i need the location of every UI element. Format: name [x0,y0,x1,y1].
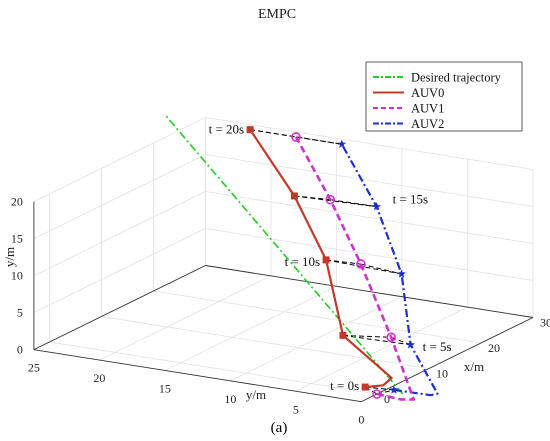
axis-line [205,265,534,318]
axis-line [33,349,362,403]
grid-line [49,341,378,395]
tick-label: 0 [17,343,23,357]
tick-label: 0 [384,392,390,406]
tick-label: 15 [11,232,23,246]
formation-line [360,263,402,275]
auv0-marker [339,331,347,339]
grid-line [205,228,534,281]
tick-label: 20 [488,341,500,355]
series-line-auv1 [294,136,415,401]
legend-box [365,61,523,132]
formation-line [326,259,361,265]
auv2-marker [397,269,406,278]
time-label: t = 15s [393,192,429,207]
grid-line [205,154,534,207]
formation-line [342,334,392,338]
chart-title: EMPC [258,7,296,22]
tick-label: 20 [93,371,105,385]
grid-line [153,290,482,344]
grid-line [33,228,206,314]
legend-label: AUV1 [411,102,444,116]
time-label: t = 5s [423,339,452,354]
auv2-marker [389,385,399,394]
grid-line [164,285,337,371]
figure-caption: (a) [271,420,288,436]
tick-label: 5 [293,402,299,416]
tick-label: 0 [358,413,364,427]
tick-label: 10 [11,269,23,283]
grid-line [295,306,468,392]
grid-line [205,117,534,170]
auv0-marker [361,383,369,391]
axis-ticks: 0 10 20 30 0 5 10 15 20 25 0 5 10 15 20 [11,195,550,427]
position-markers [246,126,415,399]
tick-label: 15 [159,381,171,395]
grid-line [205,191,534,244]
time-label: t = 20s [209,122,245,137]
tick-label: 25 [28,361,40,375]
x-axis-label: x/m [464,359,484,374]
axis-line [33,265,206,351]
auv2-marker [406,340,415,349]
time-label: t = 0s [330,378,359,393]
grid-line [33,191,206,277]
axis-grid [33,117,534,403]
axis-line [361,317,534,403]
auv1-marker [386,332,396,343]
auv1-marker [325,194,336,205]
tick-label: 5 [17,306,23,320]
grid-line [33,154,206,240]
auv1-marker [291,132,301,142]
time-label: t = 10s [285,254,321,269]
tick-label: 10 [224,392,236,406]
auv2-marker [337,139,347,148]
z-axis-label: y/m [2,247,17,267]
y-axis-label: y/m [246,387,266,402]
tick-label: 20 [11,195,23,209]
auv2-marker [372,202,381,211]
series-line-desired-trajectory [165,115,404,395]
tick-label: 10 [436,367,448,381]
legend-label: Desired trajectory [411,71,502,85]
grid-line [99,275,272,361]
auv1-marker [372,389,382,399]
legend-label: AUV2 [411,117,444,131]
tick-label: 30 [540,316,550,330]
auv0-marker [322,256,330,264]
formation-line [294,195,377,208]
auv1-marker [356,259,366,269]
auv0-marker [246,126,254,134]
legend-label: AUV0 [411,86,444,100]
grid-line [230,296,403,382]
auv0-marker [290,192,298,200]
time-annotations: t = 0s t = 5s t = 10s t = 15s t = 20s [209,122,452,393]
grid-line [33,117,206,203]
formation-line [325,259,402,275]
